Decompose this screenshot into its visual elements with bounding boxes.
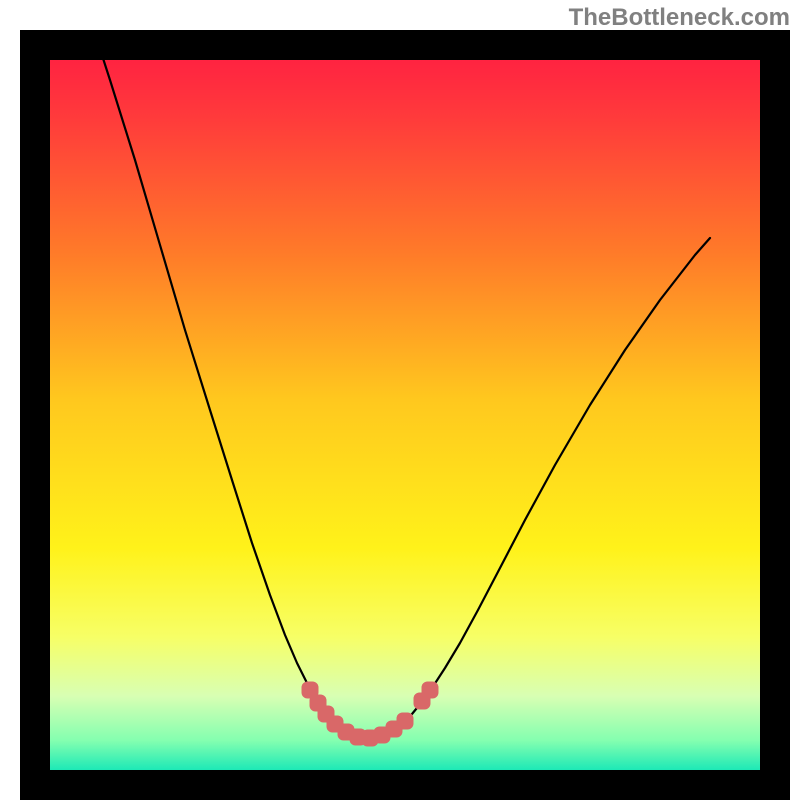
chart-container: TheBottleneck.com (0, 0, 800, 800)
frame-left (20, 30, 50, 800)
frame-top (20, 30, 790, 60)
plot-area (50, 30, 760, 770)
highlight-marker (397, 713, 414, 730)
chart-svg (50, 30, 760, 770)
highlight-marker (422, 682, 439, 699)
bottleneck-curve (90, 30, 710, 738)
frame-bottom (20, 770, 790, 800)
frame-right (760, 30, 790, 800)
watermark-text: TheBottleneck.com (569, 4, 790, 32)
